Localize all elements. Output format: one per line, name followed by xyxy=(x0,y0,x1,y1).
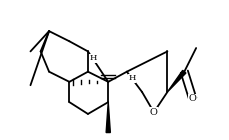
Text: H: H xyxy=(89,54,96,62)
Text: O: O xyxy=(188,94,196,103)
Text: O: O xyxy=(149,108,157,117)
Polygon shape xyxy=(167,70,185,92)
Text: H: H xyxy=(128,74,135,82)
Polygon shape xyxy=(106,102,110,133)
